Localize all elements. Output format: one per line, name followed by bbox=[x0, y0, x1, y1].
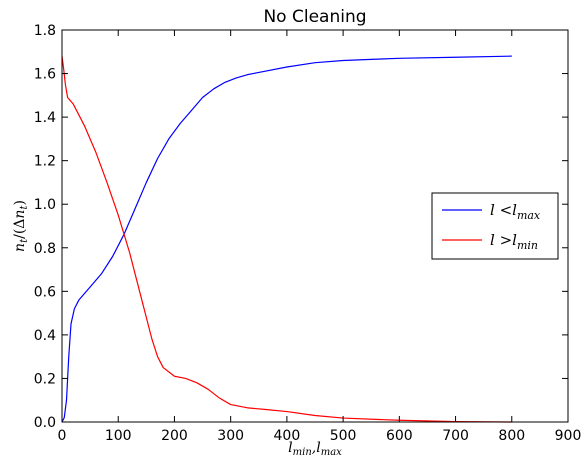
y-tick-label: 0.0 bbox=[34, 415, 56, 431]
y-tick-label: 0.2 bbox=[34, 371, 56, 387]
x-tick-label: 900 bbox=[555, 428, 582, 444]
y-tick-label: 1.6 bbox=[34, 67, 56, 83]
y-tick-label: 0.4 bbox=[34, 328, 56, 344]
y-tick-label: 0.8 bbox=[34, 241, 56, 257]
y-axis-label: nt/(Δnt) bbox=[12, 200, 30, 252]
x-tick-label: 0 bbox=[58, 428, 67, 444]
y-tick-label: 1.2 bbox=[34, 154, 56, 170]
x-tick-label: 800 bbox=[498, 428, 525, 444]
x-tick-label: 400 bbox=[274, 428, 301, 444]
x-axis-label: lmin,lmax bbox=[288, 440, 342, 458]
legend: l <lmax l >lmin bbox=[431, 192, 559, 260]
y-tick-label: 1.0 bbox=[34, 197, 56, 213]
x-tick-label: 500 bbox=[330, 428, 357, 444]
series-line-0 bbox=[61, 55, 512, 423]
legend-entry-lmin: l >lmin bbox=[490, 231, 538, 252]
x-tick-label: 100 bbox=[105, 428, 132, 444]
legend-box bbox=[431, 192, 559, 260]
x-tick-label: 200 bbox=[161, 428, 188, 444]
ticks-layer: 0 100 200 300 400 500 600 700 800 900 0.0 0.2 0.4 0.6… bbox=[34, 23, 582, 444]
y-tick-label: 0.6 bbox=[34, 284, 56, 300]
series-line-1 bbox=[61, 56, 512, 423]
x-tick-label: 600 bbox=[386, 428, 413, 444]
series-layer bbox=[61, 55, 512, 423]
y-tick-label: 1.8 bbox=[34, 23, 56, 39]
chart-title: No Cleaning bbox=[263, 7, 366, 27]
plot-frame bbox=[61, 29, 569, 423]
y-tick-label: 1.4 bbox=[34, 110, 56, 126]
x-tick-label: 300 bbox=[217, 428, 244, 444]
legend-entry-lmax: l <lmax bbox=[490, 201, 541, 222]
x-tick-label: 700 bbox=[442, 428, 469, 444]
